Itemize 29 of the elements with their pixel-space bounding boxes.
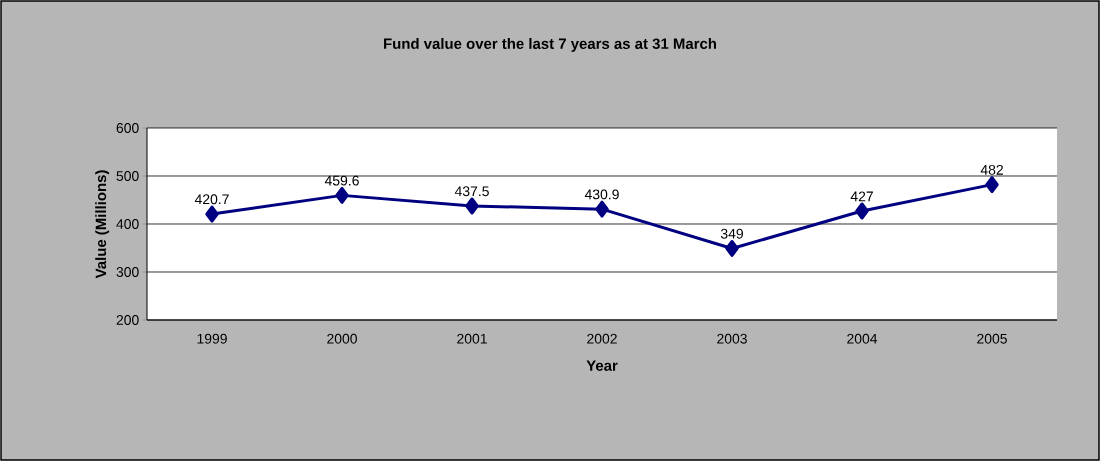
point <box>855 202 869 220</box>
data-label: 349 <box>720 228 743 239</box>
x-tick-label: 2000 <box>327 333 357 344</box>
x-tick-label: 2001 <box>457 333 487 344</box>
x-axis-title: Year <box>586 360 618 371</box>
x-tick-label: 1999 <box>197 333 227 344</box>
y-axis-title: Value (Millions) <box>95 170 110 279</box>
point <box>595 200 609 218</box>
data-label: 437.5 <box>454 186 489 197</box>
x-tick-label: 2005 <box>977 333 1007 344</box>
y-tick-label: 600 <box>116 123 139 133</box>
y-tick-label: 400 <box>116 219 139 229</box>
y-tick-label: 300 <box>116 267 139 277</box>
y-tick-label: 200 <box>116 315 139 325</box>
point <box>725 239 739 257</box>
chart-title: Fund value over the last 7 years as at 31 March <box>384 38 716 52</box>
x-tick-label: 2004 <box>847 333 878 344</box>
point <box>985 176 999 194</box>
x-tick-label: 2003 <box>717 333 747 344</box>
data-label: 430.9 <box>584 189 619 200</box>
point <box>205 205 219 223</box>
data-label: 427 <box>850 191 873 202</box>
data-label: 420.7 <box>194 194 229 205</box>
y-tick-label: 500 <box>116 171 139 181</box>
data-label: 482 <box>980 164 1003 175</box>
data-label: 459.6 <box>324 175 359 186</box>
point <box>335 186 349 204</box>
point <box>465 197 479 215</box>
x-tick-label: 2002 <box>587 333 617 344</box>
